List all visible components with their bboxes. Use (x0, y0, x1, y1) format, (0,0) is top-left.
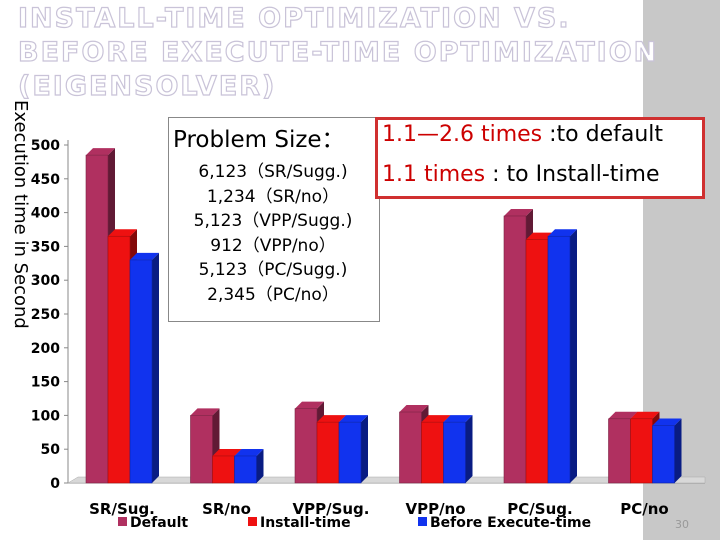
y-tick-label: 100 (31, 408, 60, 424)
bar-top (630, 411, 660, 419)
bar-default-0 (85, 154, 109, 484)
x-tick-label: PC/no (620, 500, 668, 518)
y-tick-label: 500 (31, 138, 60, 154)
bar-install-time-3 (421, 421, 444, 484)
y-tick-label: 250 (31, 307, 60, 323)
bar-top (443, 415, 473, 423)
bar-top (652, 418, 682, 426)
bar-side (465, 415, 473, 483)
page-number: 30 (675, 518, 689, 531)
bar-top (421, 415, 451, 423)
speedup-install-suffix: : to Install-time (485, 162, 660, 187)
y-tick-label: 200 (31, 341, 60, 357)
y-tick-label: 350 (31, 239, 60, 255)
x-tick-label: SR/no (202, 500, 251, 518)
bar-top (317, 415, 346, 423)
bar-side (361, 415, 368, 483)
bar-side (570, 229, 577, 483)
bar-side (256, 448, 264, 483)
x-tick-label: VPP/no (405, 500, 465, 518)
bar-top (86, 148, 115, 156)
problem-size-item: 2,345（PC/no） (207, 284, 339, 305)
bar-before-execute-time-4 (547, 235, 571, 484)
bar-top (190, 408, 220, 416)
speedup-line-default: 1.1—2.6 times :to default (382, 122, 663, 147)
y-tick-label: 450 (31, 172, 60, 188)
problem-size-item: 1,234（SR/no） (206, 186, 340, 207)
bar-top (608, 411, 638, 419)
y-tick-label: 300 (31, 273, 60, 289)
slide-title: Install-time Optimization vs. Before Exe… (17, 2, 659, 104)
bar-install-time-2 (316, 421, 340, 484)
legend-swatch (248, 517, 257, 526)
bar-side (152, 252, 159, 483)
bar-install-time-0 (107, 235, 131, 484)
bar-before-execute-time-0 (129, 259, 153, 484)
bar-default-1 (190, 415, 213, 484)
bar-top (399, 405, 429, 413)
title-line-2: Before Execute-time Optimization (17, 36, 659, 68)
speedup-install-value: 1.1 times (382, 162, 486, 187)
y-axis-label: Execution time in Second (10, 100, 31, 329)
problem-size-list: 6,123（SR/Sugg.) 1,234（SR/no） 5,123（VPP/S… (168, 160, 378, 307)
legend-swatch (418, 517, 427, 526)
x-tick-label: VPP/Sug. (293, 500, 370, 518)
title-line-3: (Eigensolver) (17, 70, 277, 102)
y-tick-label: 0 (50, 476, 60, 492)
problem-size-heading: Problem Size： (173, 127, 345, 153)
y-tick-label: 400 (31, 206, 60, 222)
bar-top (212, 448, 242, 456)
bar-top (108, 229, 137, 237)
bar-before-execute-time-3 (443, 421, 466, 484)
bar-top (548, 229, 577, 237)
title-line-1: Install-time Optimization vs. (17, 2, 571, 34)
problem-size-item: 5,123（PC/Sugg.) (198, 260, 348, 280)
bar-default-4 (503, 215, 527, 484)
y-tick-label: 150 (31, 375, 60, 391)
problem-size-item: 912（VPP/no） (210, 235, 336, 256)
bar-top (295, 401, 324, 409)
bar-default-3 (399, 411, 422, 484)
bar-before-execute-time-5 (652, 425, 675, 484)
bar-install-time-1 (212, 455, 235, 484)
speedup-default-suffix: :to default (542, 122, 664, 147)
legend-swatch (118, 517, 127, 526)
x-tick-label: SR/Sug. (89, 500, 155, 518)
bar-install-time-4 (525, 239, 549, 484)
bar-before-execute-time-2 (338, 421, 362, 484)
bar-top (130, 252, 159, 260)
bar-before-execute-time-1 (234, 455, 257, 484)
problem-size-item: 6,123（SR/Sugg.) (198, 162, 348, 182)
bar-top (504, 208, 533, 216)
legend-label: Default (130, 515, 188, 531)
legend-label: Before Execute-time (430, 515, 591, 531)
problem-size-box (168, 117, 380, 322)
legend-label: Install-time (260, 515, 351, 531)
bar-top (339, 415, 368, 423)
speedup-default-value: 1.1—2.6 times (382, 122, 543, 147)
bar-default-5 (608, 418, 631, 484)
speedup-line-install: 1.1 times : to Install-time (382, 162, 660, 187)
bar-side (674, 418, 682, 483)
bar-install-time-5 (630, 418, 653, 484)
bar-default-2 (294, 408, 318, 484)
problem-size-item: 5,123（VPP/Sugg.) (193, 211, 353, 231)
x-tick-label: PC/Sug. (507, 500, 572, 518)
speedup-box (375, 117, 705, 199)
bar-top (234, 448, 264, 456)
y-tick-label: 50 (41, 442, 61, 458)
